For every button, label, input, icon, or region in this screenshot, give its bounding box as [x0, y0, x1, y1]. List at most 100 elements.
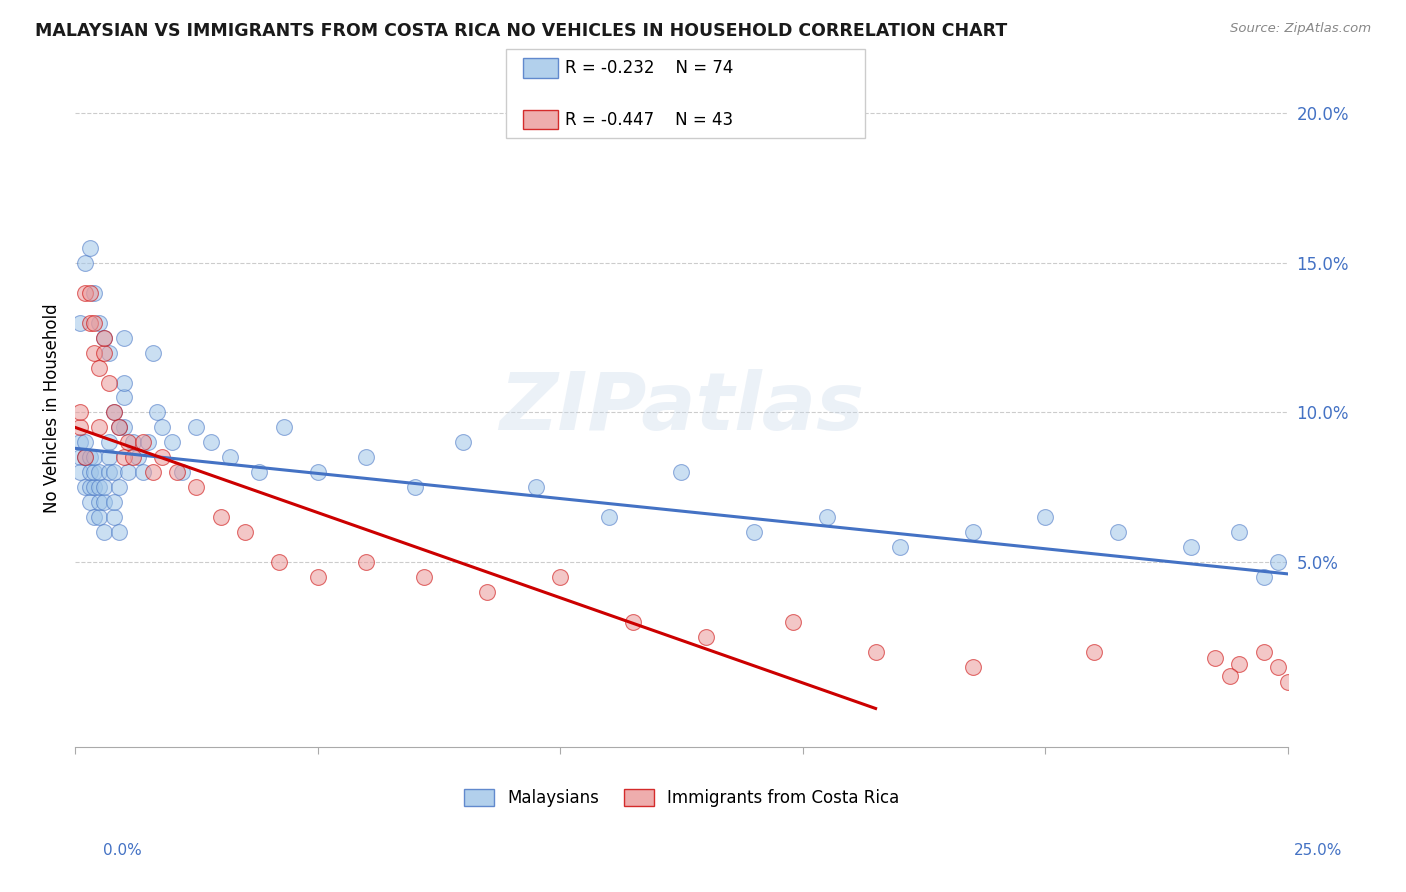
- Point: [166, 465, 188, 479]
- Point: [89, 360, 111, 375]
- Point: [1277, 674, 1299, 689]
- Point: [1229, 524, 1251, 539]
- Point: [112, 376, 135, 390]
- Point: [89, 420, 111, 434]
- Point: [98, 345, 121, 359]
- Point: [962, 524, 984, 539]
- Point: [112, 450, 135, 465]
- Point: [69, 465, 91, 479]
- Point: [695, 630, 717, 644]
- Text: R = -0.447    N = 43: R = -0.447 N = 43: [565, 111, 734, 128]
- Point: [413, 570, 436, 584]
- Point: [122, 450, 145, 465]
- Point: [73, 256, 96, 270]
- Point: [112, 391, 135, 405]
- Point: [73, 450, 96, 465]
- Point: [477, 584, 499, 599]
- Point: [1267, 659, 1289, 673]
- Point: [117, 435, 139, 450]
- Point: [69, 405, 91, 419]
- Point: [89, 465, 111, 479]
- Point: [1035, 510, 1057, 524]
- Y-axis label: No Vehicles in Household: No Vehicles in Household: [44, 303, 60, 513]
- Point: [1180, 540, 1202, 554]
- Point: [107, 420, 129, 434]
- Text: Source: ZipAtlas.com: Source: ZipAtlas.com: [1230, 22, 1371, 36]
- Point: [69, 450, 91, 465]
- Point: [79, 241, 101, 255]
- Point: [79, 285, 101, 300]
- Point: [79, 480, 101, 494]
- Point: [782, 615, 804, 629]
- Point: [98, 465, 121, 479]
- Point: [889, 540, 911, 554]
- Point: [621, 615, 644, 629]
- Point: [89, 510, 111, 524]
- Point: [186, 420, 208, 434]
- Point: [79, 316, 101, 330]
- Point: [79, 450, 101, 465]
- Point: [93, 480, 115, 494]
- Text: R = -0.232    N = 74: R = -0.232 N = 74: [565, 59, 734, 77]
- Point: [132, 465, 155, 479]
- Text: 25.0%: 25.0%: [1295, 843, 1343, 858]
- Point: [127, 450, 149, 465]
- Point: [79, 495, 101, 509]
- Point: [1107, 524, 1129, 539]
- Point: [112, 420, 135, 434]
- Point: [136, 435, 159, 450]
- Point: [103, 465, 125, 479]
- Point: [404, 480, 426, 494]
- Point: [122, 435, 145, 450]
- Point: [132, 435, 155, 450]
- Point: [451, 435, 474, 450]
- Point: [142, 465, 165, 479]
- Point: [112, 331, 135, 345]
- Point: [73, 435, 96, 450]
- Text: MALAYSIAN VS IMMIGRANTS FROM COSTA RICA NO VEHICLES IN HOUSEHOLD CORRELATION CHA: MALAYSIAN VS IMMIGRANTS FROM COSTA RICA …: [35, 22, 1008, 40]
- Point: [548, 570, 571, 584]
- Point: [267, 555, 290, 569]
- Point: [117, 465, 139, 479]
- Point: [103, 405, 125, 419]
- Text: ZIPatlas: ZIPatlas: [499, 369, 865, 447]
- Point: [150, 450, 173, 465]
- Legend: Malaysians, Immigrants from Costa Rica: Malaysians, Immigrants from Costa Rica: [457, 782, 905, 814]
- Point: [273, 420, 295, 434]
- Point: [73, 480, 96, 494]
- Point: [83, 285, 105, 300]
- Point: [93, 331, 115, 345]
- Point: [103, 510, 125, 524]
- Point: [98, 435, 121, 450]
- Point: [103, 495, 125, 509]
- Point: [742, 524, 765, 539]
- Point: [79, 465, 101, 479]
- Point: [107, 480, 129, 494]
- Point: [93, 345, 115, 359]
- Point: [89, 495, 111, 509]
- Point: [307, 570, 329, 584]
- Point: [962, 659, 984, 673]
- Point: [671, 465, 693, 479]
- Point: [93, 495, 115, 509]
- Point: [170, 465, 193, 479]
- Point: [107, 420, 129, 434]
- Point: [1267, 555, 1289, 569]
- Point: [598, 510, 620, 524]
- Point: [73, 285, 96, 300]
- Point: [98, 376, 121, 390]
- Point: [103, 405, 125, 419]
- Point: [73, 450, 96, 465]
- Text: 0.0%: 0.0%: [103, 843, 142, 858]
- Point: [1204, 650, 1226, 665]
- Point: [307, 465, 329, 479]
- Point: [142, 345, 165, 359]
- Point: [815, 510, 838, 524]
- Point: [1229, 657, 1251, 671]
- Point: [524, 480, 547, 494]
- Point: [69, 316, 91, 330]
- Point: [89, 480, 111, 494]
- Point: [83, 480, 105, 494]
- Point: [69, 420, 91, 434]
- Point: [89, 316, 111, 330]
